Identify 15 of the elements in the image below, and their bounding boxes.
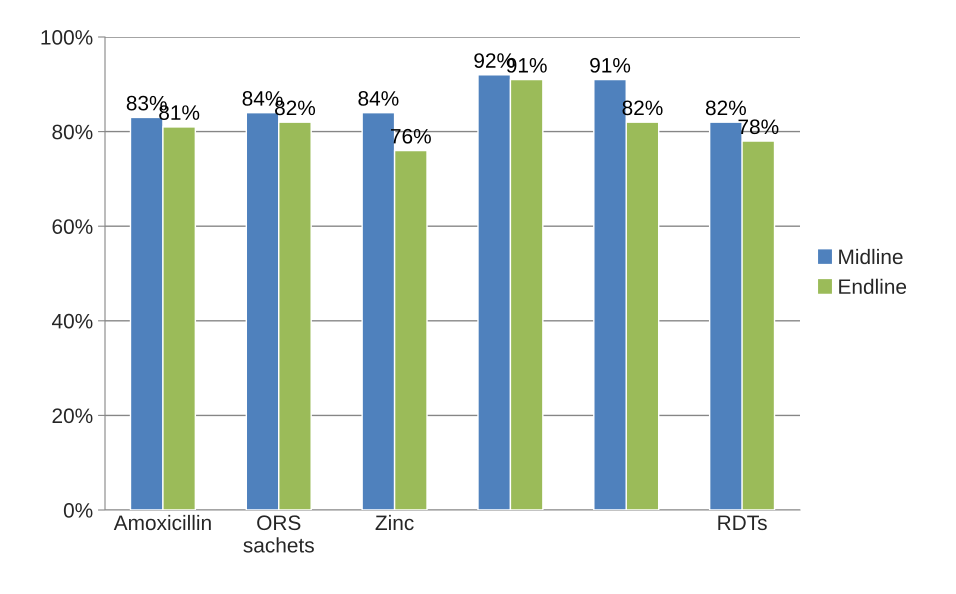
y-tick-label: 40% xyxy=(52,314,92,329)
x-tick-label: Zinc xyxy=(376,514,414,530)
x-tick-label: RDTs xyxy=(718,516,767,530)
x-tick-label: ORS sachets xyxy=(243,515,314,553)
x-tick-label: Amoxicillin xyxy=(114,514,211,530)
y-tick-label: 100% xyxy=(42,30,92,45)
data-label: 82% xyxy=(706,100,746,116)
y-tick-label: 80% xyxy=(52,124,92,140)
y-tick-label: 20% xyxy=(52,408,92,424)
y-tick-label: 0% xyxy=(64,503,92,518)
legend-label: Endline xyxy=(839,278,906,294)
legend-label: Midline xyxy=(839,248,903,264)
data-label: 84% xyxy=(358,91,398,106)
data-label: 91% xyxy=(590,58,630,73)
y-tick-label: 60% xyxy=(52,219,92,234)
